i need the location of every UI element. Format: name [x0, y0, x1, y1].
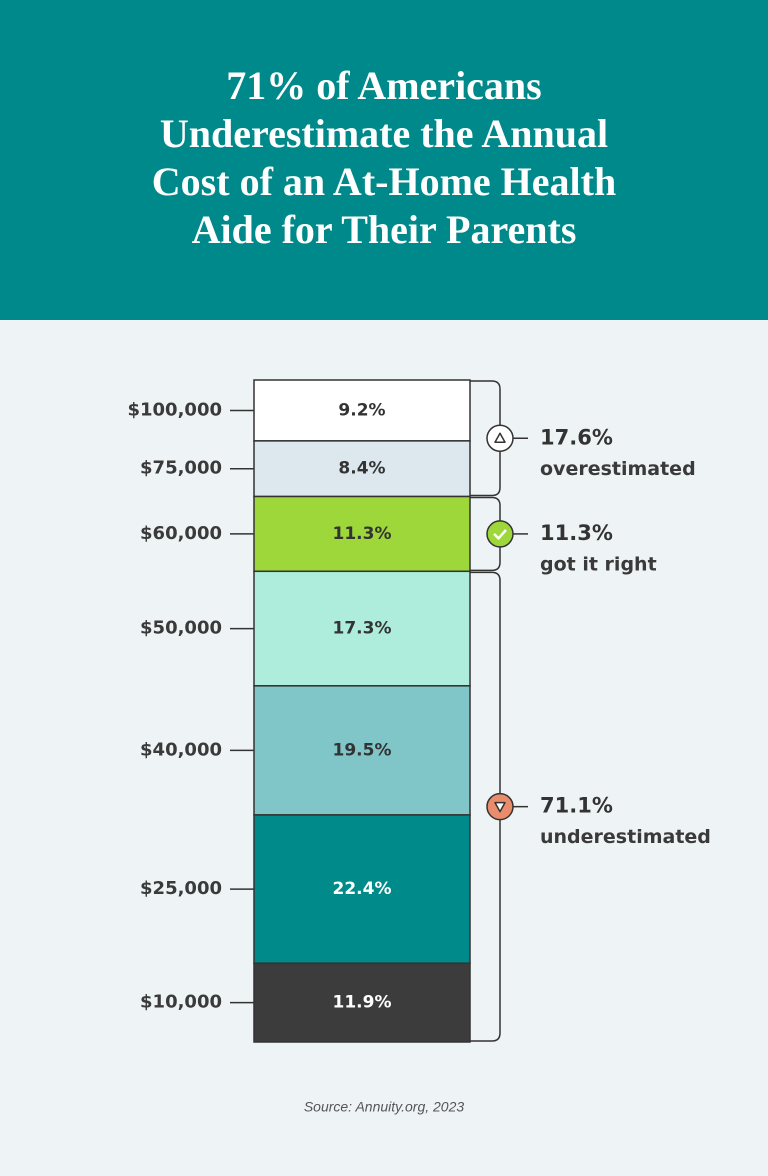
segment-label: 17.3% — [333, 619, 392, 639]
group-value: 11.3% — [540, 521, 613, 545]
group-caption: overestimated — [540, 458, 696, 480]
category-label: $100,000 — [127, 399, 222, 420]
category-label: $25,000 — [140, 878, 222, 899]
segment-label: 22.4% — [333, 879, 392, 899]
segment — [253, 495, 471, 573]
category-label: $40,000 — [140, 739, 222, 760]
group-caption: got it right — [540, 553, 657, 575]
group-icon — [486, 520, 514, 548]
segment — [253, 814, 471, 964]
header-band — [0, 0, 768, 320]
segment-label: 11.3% — [333, 524, 392, 544]
group-value: 17.6% — [540, 425, 613, 449]
title-line: Aide for Their Parents — [192, 207, 577, 252]
title-line: Underestimate the Annual — [160, 111, 608, 156]
category-label: $10,000 — [140, 992, 222, 1013]
source: Source: Annuity.org, 2023 — [304, 1099, 465, 1115]
icon-glyph — [493, 529, 507, 540]
segment — [253, 962, 471, 1043]
icon-glyph — [494, 801, 506, 813]
title-line: Cost of an At-Home Health — [152, 159, 616, 204]
segment — [253, 379, 471, 442]
segment-label: 11.9% — [333, 993, 392, 1013]
segment-label: 9.2% — [338, 400, 385, 420]
category-label: $75,000 — [140, 458, 222, 479]
group-caption: underestimated — [540, 826, 711, 848]
segment-label: 8.4% — [338, 459, 385, 479]
title-line: 71% of Americans — [226, 63, 542, 108]
group-value: 71.1% — [540, 794, 613, 818]
icon-glyph — [494, 432, 506, 444]
segment — [253, 570, 471, 687]
segment — [253, 685, 471, 816]
segment-label: 19.5% — [333, 740, 392, 760]
category-label: $50,000 — [140, 618, 222, 639]
category-label: $60,000 — [140, 523, 222, 544]
